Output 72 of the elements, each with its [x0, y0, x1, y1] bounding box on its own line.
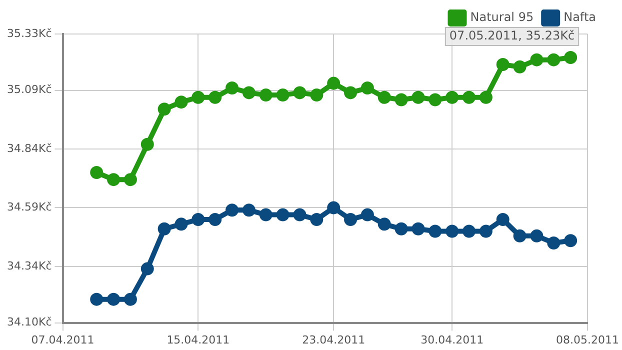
point [496, 58, 510, 72]
x-tick-label: 08.05.2011 [556, 333, 619, 346]
point [360, 82, 374, 95]
point [242, 86, 256, 100]
point [547, 53, 560, 66]
x-tick-label: 07.04.2011 [31, 333, 94, 346]
point [276, 88, 290, 102]
point [310, 88, 324, 102]
legend-label: Nafta [564, 10, 596, 24]
point [462, 90, 476, 104]
point [174, 96, 188, 109]
point [192, 212, 205, 226]
y-tick-label: 34.34Kč [6, 259, 52, 272]
annotation: 07.05.2011, 35.23Kč [449, 28, 575, 43]
x-tick-label: 30.04.2011 [420, 333, 484, 346]
point [310, 212, 324, 226]
point [378, 90, 391, 104]
x-tick-label: 23.04.2011 [302, 333, 366, 346]
point [496, 212, 510, 226]
y-tick-label: 34.84Kč [6, 142, 52, 155]
point [276, 208, 290, 222]
point [293, 208, 306, 222]
y-tick-label: 34.10Kč [6, 316, 52, 329]
point [174, 218, 188, 231]
point [158, 222, 171, 236]
point [293, 86, 306, 100]
point [140, 262, 154, 276]
y-tick-label: 35.33Kč [6, 26, 52, 40]
point [124, 173, 137, 186]
point [242, 204, 256, 217]
point [378, 218, 391, 231]
point [259, 88, 272, 102]
point [140, 138, 154, 151]
point [428, 224, 442, 238]
point [530, 229, 544, 242]
point [360, 208, 374, 222]
point [107, 173, 120, 186]
point [479, 90, 492, 104]
point [344, 212, 358, 226]
point [226, 82, 239, 95]
point [327, 201, 340, 214]
point [446, 224, 459, 238]
point [208, 90, 222, 104]
point [107, 292, 120, 306]
point [412, 222, 425, 236]
point [208, 212, 222, 226]
point [226, 204, 239, 217]
point [124, 292, 137, 306]
point [344, 86, 358, 100]
point [530, 53, 544, 66]
point [327, 76, 340, 90]
point [564, 50, 578, 64]
point [192, 90, 205, 104]
x-tick-label: 15.04.2011 [166, 333, 230, 346]
legend-label: Natural 95 [470, 10, 534, 24]
point [394, 222, 408, 236]
point [259, 208, 272, 222]
point [394, 93, 408, 106]
y-tick-label: 34.59Kč [6, 200, 52, 214]
point [479, 224, 492, 238]
y-tick-label: 35.09Kč [6, 83, 52, 96]
point [158, 102, 171, 116]
point [446, 90, 459, 104]
point [564, 234, 578, 248]
point [90, 166, 104, 180]
point [90, 292, 104, 306]
point [513, 60, 526, 74]
point [513, 229, 526, 242]
point [428, 93, 442, 106]
point [412, 90, 425, 104]
point [547, 236, 560, 250]
point [462, 224, 476, 238]
